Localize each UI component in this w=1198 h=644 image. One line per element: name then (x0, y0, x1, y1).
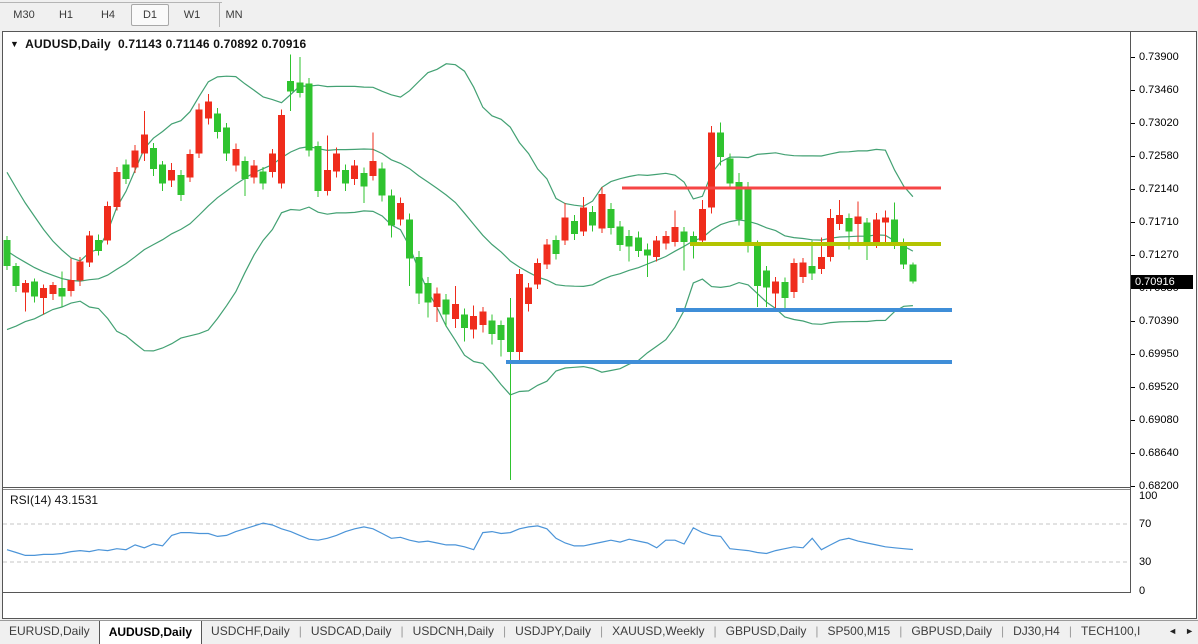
tab-tech100-i[interactable]: TECH100,I (1080, 624, 1141, 638)
tab-audusd-daily[interactable]: AUDUSD,Daily (98, 621, 203, 644)
tab-separator: | (899, 624, 903, 638)
tab-scroll-left-icon[interactable]: ◄ (1168, 626, 1178, 636)
tab-xauusd-weekly[interactable]: XAUUSD,Weekly (612, 624, 705, 638)
price-tick-mark (1131, 387, 1135, 388)
price-tick-mark (1131, 156, 1135, 157)
price-tick-mark (1131, 486, 1135, 487)
rsi-tick-label: 30 (1139, 556, 1152, 568)
rsi-tick-label: 0 (1139, 585, 1146, 597)
tab-separator: | (815, 624, 819, 638)
price-tick-mark (1131, 255, 1135, 256)
rsi-bottom-border (3, 592, 1195, 593)
rsi-tick-label: 70 (1139, 518, 1152, 530)
bollinger-middle-band (6, 145, 914, 288)
tab-separator: | (1068, 624, 1072, 638)
tab-scroll-right-icon[interactable]: ► (1185, 626, 1194, 636)
price-tick-label: 0.69520 (1139, 381, 1179, 393)
tab-separator: | (1001, 624, 1005, 638)
price-tick-mark (1131, 57, 1135, 58)
tab-separator: | (298, 624, 302, 638)
timeframe-button-h4[interactable]: H4 (100, 9, 116, 21)
bollinger-lower-band (6, 206, 913, 396)
price-tick-label: 0.73020 (1139, 117, 1179, 129)
price-tick-label: 0.69950 (1139, 348, 1179, 360)
price-tick-label: 0.72580 (1139, 150, 1179, 162)
price-tick-label: 0.73460 (1139, 84, 1179, 96)
tab-sp500-m15[interactable]: SP500,M15 (827, 624, 891, 638)
timeframe-button-w1[interactable]: W1 (183, 9, 201, 21)
price-tick-mark (1131, 90, 1135, 91)
timeframe-button-mn[interactable]: MN (225, 9, 243, 21)
timeframe-button-h1[interactable]: H1 (58, 9, 74, 21)
price-tick-label: 0.70390 (1139, 315, 1179, 327)
panel-splitter-top[interactable] (3, 487, 1195, 488)
price-tick-mark (1131, 123, 1135, 124)
tab-gbpusd-daily[interactable]: GBPUSD,Daily (911, 624, 993, 638)
tab-gbpusd-daily[interactable]: GBPUSD,Daily (725, 624, 807, 638)
tab-separator: | (599, 624, 604, 638)
tab-separator: | (503, 624, 507, 638)
current-price-badge: 0.70916 (1131, 275, 1193, 289)
chart-symbol-label: AUDUSD,Daily (25, 37, 111, 51)
tab-usdcad-daily[interactable]: USDCAD,Daily (310, 624, 392, 638)
bollinger-upper-band (6, 63, 914, 262)
price-tick-mark (1131, 354, 1135, 355)
rsi-indicator-label: RSI(14) 43.1531 (10, 493, 99, 507)
chart-tab-bar: EURUSD,Daily AUDUSD,Daily USDCHF,Daily | USD… (0, 620, 1198, 644)
chevron-down-icon[interactable]: ▼ (10, 39, 20, 49)
rsi-line (6, 522, 913, 557)
price-tick-label: 0.68640 (1139, 447, 1179, 459)
tab-bar-spacer (1149, 621, 1164, 644)
price-tick-label: 0.69080 (1139, 414, 1179, 426)
price-tick-label: 0.73900 (1139, 51, 1179, 63)
rsi-indicator-canvas[interactable] (3, 490, 1130, 592)
time-axis[interactable] (3, 593, 1130, 618)
price-tick-label: 0.71710 (1139, 216, 1179, 228)
price-tick-mark (1131, 453, 1135, 454)
tab-eurusd-daily[interactable]: EURUSD,Daily (9, 624, 90, 638)
tab-separator: | (713, 624, 717, 638)
price-tick-mark (1131, 420, 1135, 421)
price-tick-mark (1131, 222, 1135, 223)
tab-dj30-h4[interactable]: DJ30,H4 (1013, 624, 1060, 638)
tab-usdcnh-daily[interactable]: USDCNH,Daily (412, 624, 495, 638)
main-chart-canvas[interactable] (3, 32, 1130, 487)
rsi-tick-label: 100 (1139, 490, 1158, 502)
tab-usdjpy-daily[interactable]: USDJPY,Daily (515, 624, 591, 638)
toolbar-group-divider (219, 3, 220, 27)
price-tick-label: 0.72140 (1139, 183, 1179, 195)
price-tick-mark (1131, 321, 1135, 322)
price-tick-mark (1131, 189, 1135, 190)
timeframe-button-d1[interactable]: D1 (131, 4, 169, 26)
tab-usdchf-daily[interactable]: USDCHF,Daily (211, 624, 290, 638)
price-axis[interactable] (1130, 32, 1196, 593)
tab-separator: | (400, 624, 404, 638)
price-tick-label: 0.68200 (1139, 480, 1179, 492)
panel-splitter-bottom[interactable] (3, 489, 1195, 490)
price-tick-label: 0.71270 (1139, 249, 1179, 261)
chart-title: ▼ AUDUSD,Daily 0.71143 0.71146 0.70892 0.… (10, 37, 306, 51)
chart-ohlc-values: 0.71143 0.71146 0.70892 0.70916 (117, 37, 307, 51)
timeframe-button-m30[interactable]: M30 (13, 9, 35, 21)
toolbar-top-divider (0, 2, 222, 3)
timeframe-toolbar: M30 H1 H4 D1 W1 MN (0, 0, 1198, 30)
